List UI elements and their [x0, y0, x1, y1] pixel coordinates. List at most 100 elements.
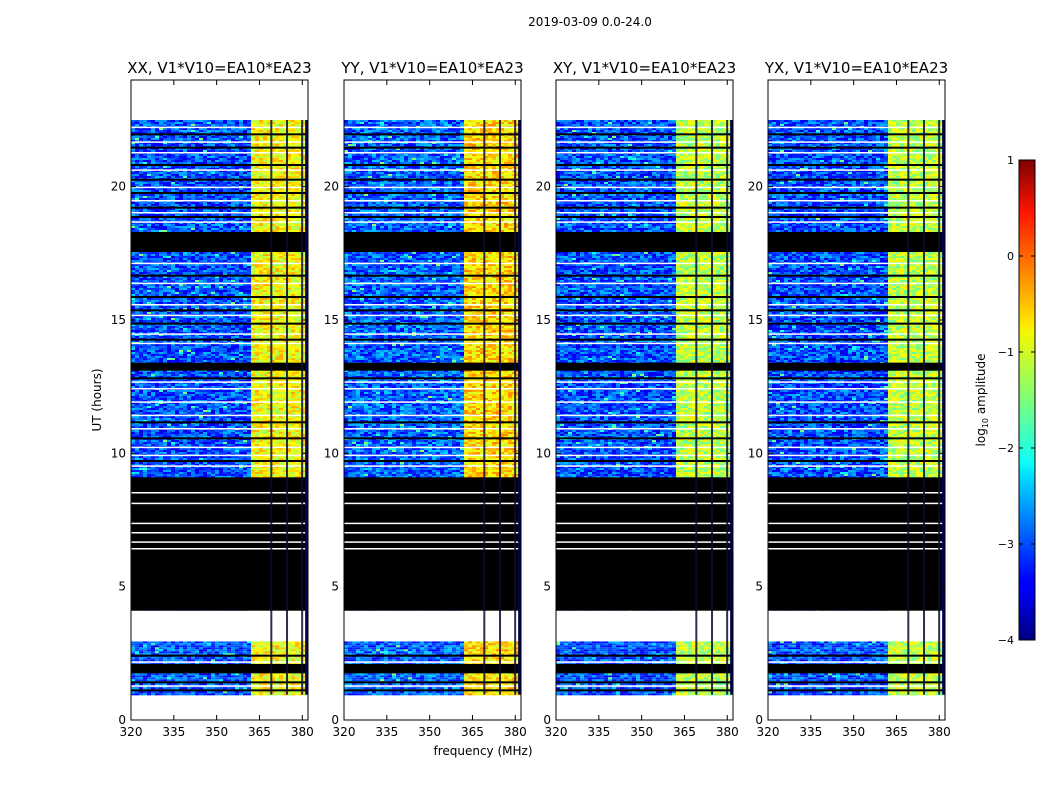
- flag-white-line: [768, 333, 945, 335]
- y-tick-label: 20: [324, 180, 339, 194]
- flag-white-line: [131, 342, 308, 345]
- flag-white-line: [344, 304, 521, 306]
- flag-white-line: [768, 141, 945, 143]
- flag-black-line: [556, 338, 733, 341]
- flag-white-line: [131, 401, 308, 403]
- flag-white-line: [768, 212, 945, 214]
- flag-white-line: [344, 492, 521, 494]
- flag-white-line: [344, 522, 521, 525]
- flag-white-line: [344, 661, 521, 663]
- flag-black-line: [768, 654, 945, 657]
- flag-white-line: [344, 282, 521, 285]
- flag-black-line: [768, 421, 945, 424]
- flag-black-line: [768, 437, 945, 440]
- flag-white-line: [344, 212, 521, 214]
- flag-black-line: [344, 133, 521, 136]
- flag-white-line: [556, 186, 733, 189]
- flag-black-line: [344, 164, 521, 166]
- flagged-range-3: [131, 664, 308, 674]
- flag-white-line: [344, 169, 521, 171]
- flag-white-line: [131, 428, 308, 430]
- flag-white-line: [131, 262, 308, 265]
- flag-white-line: [344, 446, 521, 449]
- flag-white-line: [768, 465, 945, 467]
- flagged-column: [514, 120, 517, 695]
- x-tick-label: 365: [461, 725, 484, 739]
- x-tick-label: 380: [504, 725, 527, 739]
- panel-2: XY, V1*V10=EA10*EA23 320 335 350 365 380 0 5 10 1…: [536, 59, 739, 739]
- flag-white-line: [131, 212, 308, 214]
- flag-black-line: [768, 206, 945, 209]
- colorbar-tick-label: −4: [998, 634, 1014, 647]
- flag-white-line: [768, 304, 945, 306]
- flag-white-line: [344, 548, 521, 550]
- flag-white-line: [556, 454, 733, 457]
- flagged-range-0: [556, 477, 733, 611]
- y-tick-label: 10: [111, 446, 126, 460]
- flag-black-line: [556, 681, 733, 684]
- flag-white-line: [556, 685, 733, 687]
- x-tick-label: 320: [120, 725, 143, 739]
- flag-black-line: [344, 377, 521, 380]
- flag-white-line: [768, 454, 945, 457]
- flag-black-line: [556, 274, 733, 277]
- flag-black-line: [556, 437, 733, 440]
- flag-black-line: [768, 338, 945, 341]
- x-tick-label: 365: [248, 725, 271, 739]
- flagged-range-2: [556, 232, 733, 252]
- panel-3: YX, V1*V10=EA10*EA23 320 335 350 365 380 0 5 10 1…: [748, 59, 951, 739]
- flag-black-line: [344, 216, 521, 218]
- panel-title-3: YX, V1*V10=EA10*EA23: [764, 59, 948, 77]
- flagged-range-0: [131, 477, 308, 611]
- flag-black-line: [131, 421, 308, 424]
- no-data-gap: [344, 610, 521, 642]
- flag-white-line: [556, 212, 733, 214]
- flag-white-line: [131, 685, 308, 687]
- flag-black-line: [556, 146, 733, 149]
- x-tick-label: 350: [205, 725, 228, 739]
- figure-suptitle: 2019-03-09 0.0-24.0: [528, 15, 652, 29]
- flag-black-line: [344, 322, 521, 325]
- flag-white-line: [768, 388, 945, 390]
- flag-black-line: [768, 296, 945, 298]
- colorbar: −4 −3 −2 −1 0 1 log10 amplitude: [974, 154, 1036, 647]
- flag-black-line: [131, 377, 308, 380]
- flag-white-line: [556, 314, 733, 317]
- flagged-column: [301, 120, 304, 695]
- flag-white-line: [768, 126, 945, 129]
- flag-white-line: [556, 304, 733, 306]
- flag-white-line: [344, 152, 521, 154]
- y-tick-label: 5: [543, 580, 551, 594]
- flag-white-line: [344, 454, 521, 457]
- flag-black-line: [131, 164, 308, 166]
- flag-black-line: [131, 309, 308, 312]
- no-data-gap: [556, 610, 733, 642]
- flag-black-line: [556, 192, 733, 194]
- flag-black-line: [556, 178, 733, 181]
- flag-white-line: [556, 522, 733, 525]
- flagged-range-2: [131, 232, 308, 252]
- flag-white-line: [344, 141, 521, 143]
- flag-black-line: [556, 296, 733, 298]
- flagged-column: [499, 120, 502, 695]
- flag-white-line: [768, 532, 945, 534]
- flag-black-line: [344, 146, 521, 149]
- flag-black-line: [131, 689, 308, 692]
- y-tick-label: 10: [324, 446, 339, 460]
- flag-white-line: [556, 414, 733, 417]
- x-tick-label: 320: [757, 725, 780, 739]
- no-data-gap: [768, 610, 945, 642]
- x-tick-label: 350: [418, 725, 441, 739]
- flag-black-line: [131, 460, 308, 462]
- flag-white-line: [344, 342, 521, 345]
- flag-white-line: [131, 548, 308, 550]
- flag-white-line: [344, 200, 521, 202]
- flag-white-line: [131, 522, 308, 525]
- flag-white-line: [768, 446, 945, 449]
- colorbar-label-log: log: [974, 428, 988, 446]
- x-tick-label: 335: [799, 725, 822, 739]
- panel-image: [768, 80, 945, 720]
- flagged-column: [907, 120, 910, 695]
- flag-white-line: [131, 492, 308, 494]
